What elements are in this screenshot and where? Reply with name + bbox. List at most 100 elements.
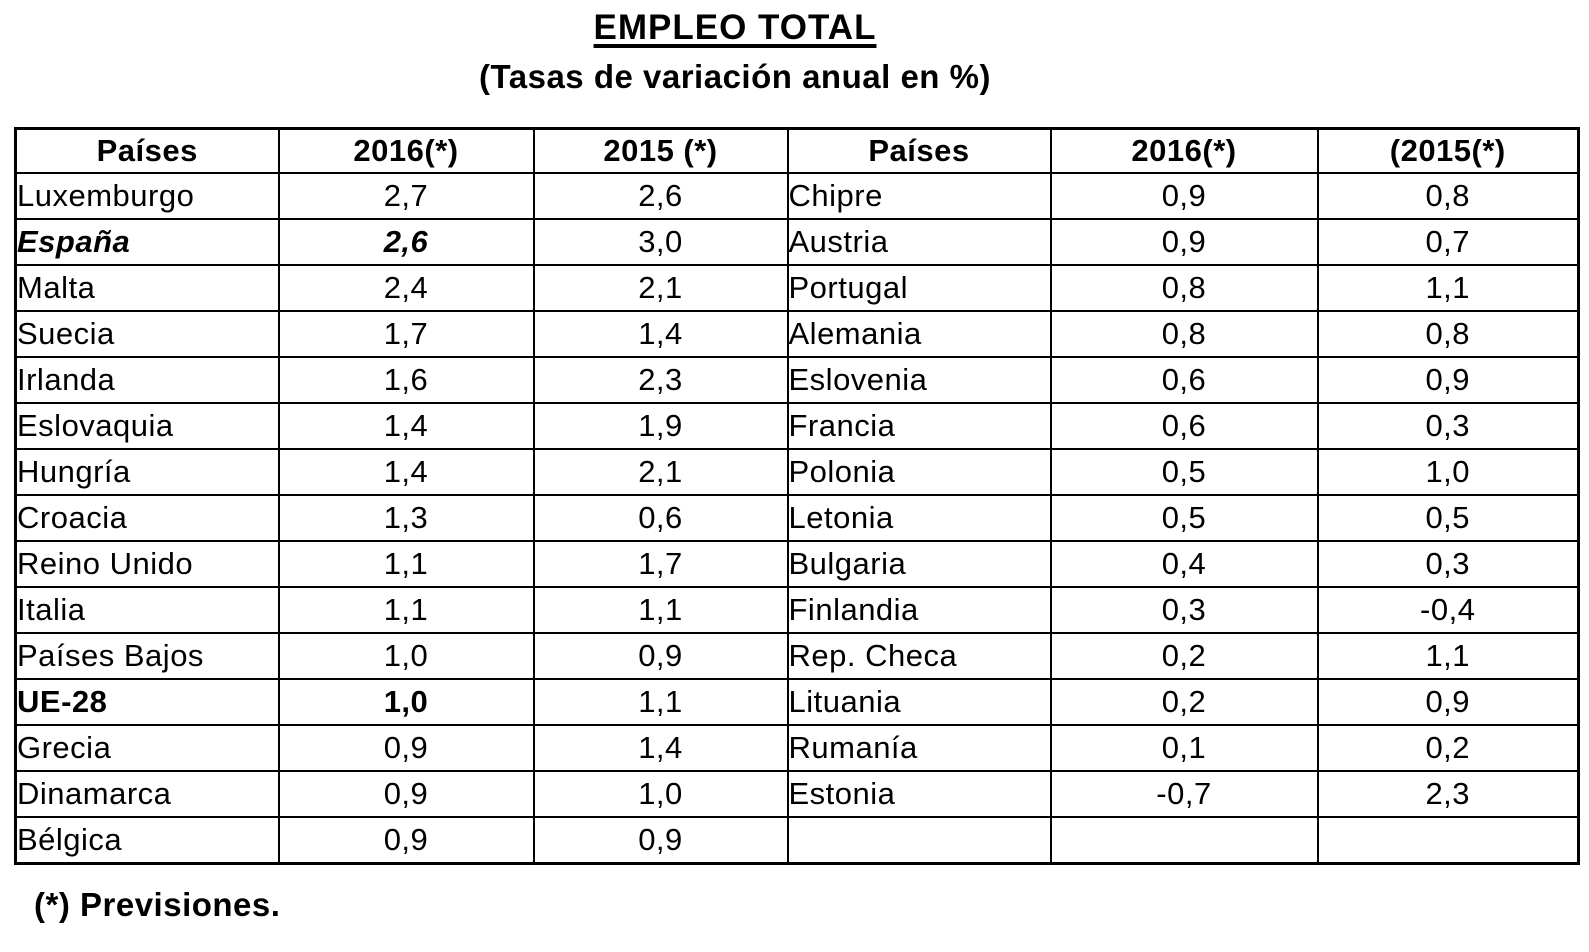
value-cell: 0,9: [1049, 218, 1319, 266]
value-cell: 3,0: [532, 218, 789, 266]
value-cell: 2,1: [532, 264, 789, 312]
country-cell: [786, 816, 1052, 865]
value-cell: 2,6: [532, 172, 789, 220]
page-subtitle: (Tasas de variación anual en %): [479, 57, 991, 95]
table-row: Malta 2,4 2,1 Portugal 0,8 1,1: [14, 264, 1580, 312]
value-cell: 0,5: [1049, 448, 1319, 496]
footnote: (*) Previsiones.: [34, 886, 281, 923]
country-cell: Eslovaquia: [14, 402, 280, 450]
value-cell: 2,6: [277, 218, 535, 266]
country-cell: Alemania: [786, 310, 1052, 358]
value-cell: 0,3: [1316, 540, 1580, 588]
value-cell: -0,7: [1049, 770, 1319, 818]
value-cell: 1,0: [277, 632, 535, 680]
table-row: Países Bajos 1,0 0,9 Rep. Checa 0,2 1,1: [14, 632, 1580, 680]
table-row: Irlanda 1,6 2,3 Eslovenia 0,6 0,9: [14, 356, 1580, 404]
value-cell: 0,9: [532, 816, 789, 865]
country-cell: Finlandia: [786, 586, 1052, 634]
value-cell: 0,2: [1049, 632, 1319, 680]
value-cell: 1,1: [277, 586, 535, 634]
value-cell: 1,1: [1316, 632, 1580, 680]
header-2015-right: (2015(*): [1316, 127, 1580, 174]
value-cell: 0,5: [1316, 494, 1580, 542]
value-cell: 0,8: [1049, 310, 1319, 358]
value-cell: 0,9: [277, 770, 535, 818]
value-cell: 2,4: [277, 264, 535, 312]
country-cell: Irlanda: [14, 356, 280, 404]
country-cell: Austria: [786, 218, 1052, 266]
value-cell: [1316, 816, 1580, 865]
table-row: Reino Unido 1,1 1,7 Bulgaria 0,4 0,3: [14, 540, 1580, 588]
value-cell: [1049, 816, 1319, 865]
country-cell: Chipre: [786, 172, 1052, 220]
value-cell: 1,0: [277, 678, 535, 726]
table-body: Luxemburgo 2,7 2,6 Chipre 0,9 0,8 España 2,6 3,0…: [14, 172, 1580, 865]
value-cell: 2,3: [1316, 770, 1580, 818]
value-cell: 0,9: [1316, 356, 1580, 404]
table-row: España 2,6 3,0 Austria 0,9 0,7: [14, 218, 1580, 266]
table-header-row: Países 2016(*) 2015 (*) Países 2016(*) (…: [14, 127, 1580, 174]
country-cell: Bélgica: [14, 816, 280, 865]
value-cell: 0,8: [1049, 264, 1319, 312]
value-cell: 1,1: [532, 678, 789, 726]
employment-table: Países 2016(*) 2015 (*) Países 2016(*) (…: [14, 127, 1580, 865]
value-cell: 1,1: [532, 586, 789, 634]
country-cell: España: [14, 218, 280, 266]
country-cell: Eslovenia: [786, 356, 1052, 404]
value-cell: -0,4: [1316, 586, 1580, 634]
country-cell: Países Bajos: [14, 632, 280, 680]
document-header: EMPLEO TOTAL (Tasas de variación anual e…: [0, 6, 1470, 97]
value-cell: 0,6: [1049, 402, 1319, 450]
country-cell: Suecia: [14, 310, 280, 358]
table-row: Luxemburgo 2,7 2,6 Chipre 0,9 0,8: [14, 172, 1580, 220]
value-cell: 0,8: [1316, 172, 1580, 220]
value-cell: 0,4: [1049, 540, 1319, 588]
country-cell: UE-28: [14, 678, 280, 726]
country-cell: Malta: [14, 264, 280, 312]
value-cell: 0,6: [1049, 356, 1319, 404]
country-cell: Reino Unido: [14, 540, 280, 588]
header-paises-right: Países: [786, 127, 1052, 174]
country-cell: Hungría: [14, 448, 280, 496]
value-cell: 2,7: [277, 172, 535, 220]
country-cell: Grecia: [14, 724, 280, 772]
header-2015-left: 2015 (*): [532, 127, 789, 174]
value-cell: 1,4: [532, 724, 789, 772]
value-cell: 1,4: [277, 402, 535, 450]
table-row: Bélgica 0,9 0,9: [14, 816, 1580, 865]
value-cell: 0,9: [532, 632, 789, 680]
value-cell: 0,9: [1316, 678, 1580, 726]
value-cell: 1,7: [277, 310, 535, 358]
country-cell: Bulgaria: [786, 540, 1052, 588]
table-row: Italia 1,1 1,1 Finlandia 0,3 -0,4: [14, 586, 1580, 634]
header-paises-left: Países: [14, 127, 280, 174]
value-cell: 1,0: [1316, 448, 1580, 496]
value-cell: 1,0: [532, 770, 789, 818]
table-row: Croacia 1,3 0,6 Letonia 0,5 0,5: [14, 494, 1580, 542]
value-cell: 0,1: [1049, 724, 1319, 772]
value-cell: 0,6: [532, 494, 789, 542]
value-cell: 0,9: [277, 724, 535, 772]
value-cell: 0,5: [1049, 494, 1319, 542]
value-cell: 2,3: [532, 356, 789, 404]
value-cell: 0,3: [1049, 586, 1319, 634]
table-row: Eslovaquia 1,4 1,9 Francia 0,6 0,3: [14, 402, 1580, 450]
table-row: Suecia 1,7 1,4 Alemania 0,8 0,8: [14, 310, 1580, 358]
country-cell: Italia: [14, 586, 280, 634]
value-cell: 1,1: [1316, 264, 1580, 312]
country-cell: Luxemburgo: [14, 172, 280, 220]
value-cell: 1,7: [532, 540, 789, 588]
header-2016-right: 2016(*): [1049, 127, 1319, 174]
value-cell: 0,3: [1316, 402, 1580, 450]
value-cell: 0,2: [1049, 678, 1319, 726]
country-cell: Croacia: [14, 494, 280, 542]
country-cell: Dinamarca: [14, 770, 280, 818]
value-cell: 0,7: [1316, 218, 1580, 266]
value-cell: 0,2: [1316, 724, 1580, 772]
value-cell: 1,3: [277, 494, 535, 542]
value-cell: 1,6: [277, 356, 535, 404]
country-cell: Letonia: [786, 494, 1052, 542]
page-title: EMPLEO TOTAL: [593, 8, 877, 47]
country-cell: Lituania: [786, 678, 1052, 726]
country-cell: Polonia: [786, 448, 1052, 496]
